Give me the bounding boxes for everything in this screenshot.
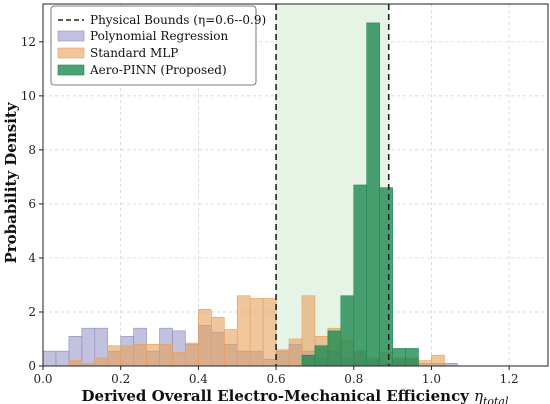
x-tick-label: 0.2 xyxy=(111,372,130,386)
bar-series-1 xyxy=(431,354,445,367)
bar-series-2 xyxy=(405,348,419,367)
bar-series-1 xyxy=(107,345,121,367)
bar-series-1 xyxy=(418,360,432,367)
physical-bounds-lines xyxy=(275,4,390,366)
bar-series-1 xyxy=(223,329,238,367)
bar-series-1 xyxy=(249,298,264,367)
axes-frame xyxy=(42,3,549,367)
bar-series-1 xyxy=(146,344,160,367)
bar-series-2 xyxy=(366,22,380,367)
legend-bounds-label: Physical Bounds (η=0.6--0.9) xyxy=(90,13,266,27)
bar-series-1 xyxy=(275,349,290,367)
bar-series-1 xyxy=(198,308,212,367)
histogram-bars xyxy=(42,22,458,367)
x-axis-ticks: 0.0 0.2 0.4 0.6 0.8 1.0 1.2 xyxy=(33,366,519,386)
legend-swatch-series-0 xyxy=(57,30,85,42)
y-tick-label: 12 xyxy=(21,35,36,49)
x-tick-label: 0.0 xyxy=(33,372,52,386)
legend-swatch-series-2 xyxy=(57,64,85,76)
x-tick-label: 0.6 xyxy=(267,372,286,386)
x-axis-label-subscript: total xyxy=(483,395,509,404)
x-axis-label-symbol: η xyxy=(474,387,483,404)
x-axis-label-text: Derived Overall Electro-Mechanical Effic… xyxy=(82,387,471,404)
legend-label-series-2: Aero-PINN (Proposed) xyxy=(89,63,227,77)
bar-series-0 xyxy=(42,350,57,367)
x-axis-label: Derived Overall Electro-Mechanical Effic… xyxy=(82,387,509,404)
y-tick-label: 8 xyxy=(28,143,36,157)
bar-series-1 xyxy=(236,295,251,367)
bar-series-1 xyxy=(68,360,83,367)
bar-series-1 xyxy=(262,298,277,367)
bar-series-1 xyxy=(133,344,147,367)
x-tick-label: 0.8 xyxy=(344,372,363,386)
legend-box xyxy=(50,5,257,86)
bar-series-1 xyxy=(172,352,186,367)
bar-series-2 xyxy=(327,330,342,367)
y-tick-label: 10 xyxy=(21,89,36,103)
y-tick-label: 0 xyxy=(28,359,36,373)
y-axis-ticks: 0 2 4 6 8 10 12 xyxy=(21,35,43,373)
bar-series-2 xyxy=(340,295,355,367)
bar-series-1 xyxy=(288,338,303,367)
bar-series-0 xyxy=(55,350,70,367)
bar-series-1 xyxy=(185,342,199,367)
y-tick-label: 6 xyxy=(28,197,36,211)
y-axis-label: Probability Density xyxy=(2,101,20,263)
y-tick-label: 2 xyxy=(28,305,36,319)
y-tick-label: 4 xyxy=(28,251,36,265)
bar-series-2 xyxy=(301,354,316,367)
bar-series-0 xyxy=(81,327,96,367)
legend-label-series-1: Standard MLP xyxy=(90,46,178,60)
bar-series-1 xyxy=(120,345,134,367)
x-tick-label: 1.2 xyxy=(500,372,519,386)
legend-swatch-series-1 xyxy=(57,47,85,59)
bar-series-2 xyxy=(314,345,329,367)
bar-series-2 xyxy=(353,184,368,367)
x-tick-label: 0.4 xyxy=(189,372,208,386)
bar-series-1 xyxy=(211,317,225,367)
plot-frame xyxy=(42,3,549,367)
x-tick-label: 1.0 xyxy=(422,372,441,386)
bar-series-2 xyxy=(379,187,393,367)
bar-series-2 xyxy=(392,348,406,367)
legend: Physical Bounds (η=0.6--0.9) Polynomial … xyxy=(50,5,266,86)
bar-series-1 xyxy=(159,344,173,367)
bar-series-1 xyxy=(94,357,109,367)
legend-label-series-0: Polynomial Regression xyxy=(90,29,228,43)
